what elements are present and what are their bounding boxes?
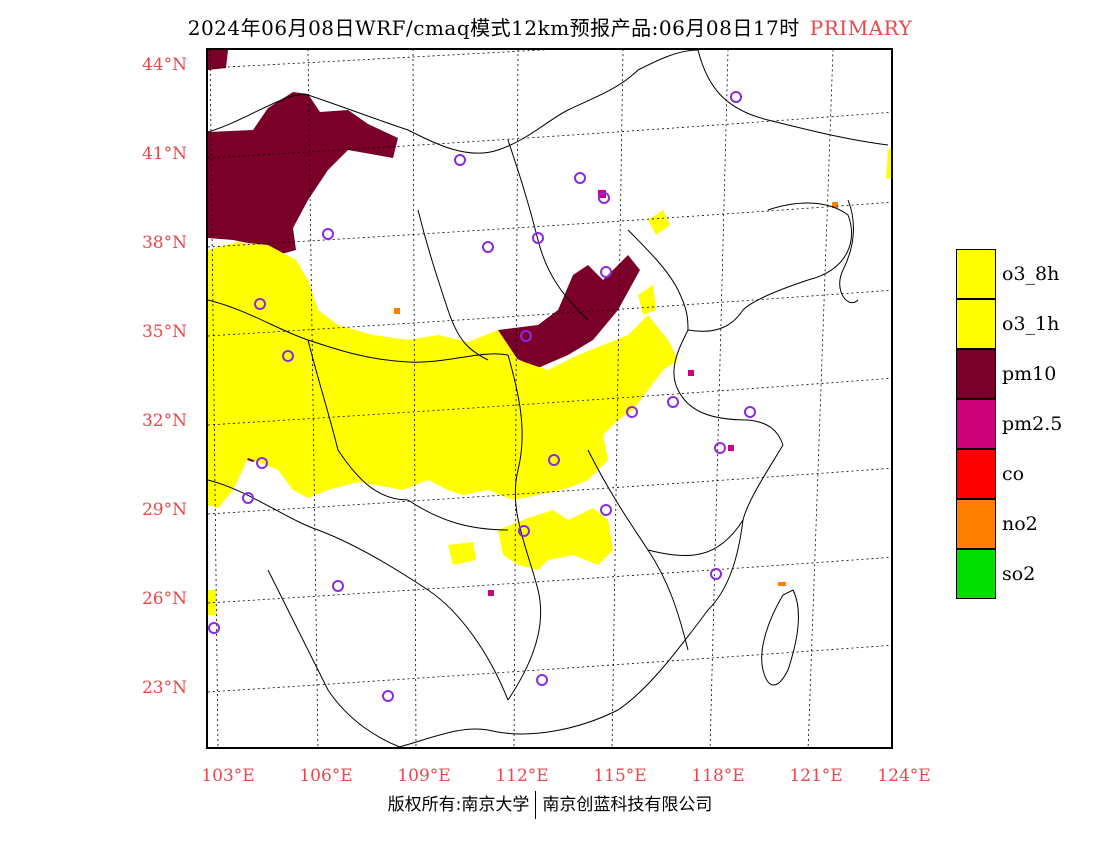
- lat-label-44: 44°N: [141, 55, 187, 75]
- lon-label-124: 124°E: [877, 766, 931, 786]
- lon-label-115: 115°E: [593, 766, 647, 786]
- lon-label-106: 106°E: [299, 766, 353, 786]
- o3-region: [208, 147, 891, 615]
- no2-spots: [394, 202, 838, 586]
- lat-label-41: 41°N: [141, 144, 187, 164]
- legend-swatch: [956, 449, 996, 499]
- legend-label: o3_1h: [1002, 313, 1060, 335]
- legend-swatch: [956, 249, 996, 299]
- legend-label: so2: [1002, 563, 1036, 585]
- legend-item-o3-1h: o3_1h: [956, 299, 1086, 349]
- legend-label: o3_8h: [1002, 263, 1060, 285]
- legend-swatch: [956, 299, 996, 349]
- lat-label-23: 23°N: [141, 678, 187, 698]
- lon-label-103: 103°E: [201, 766, 255, 786]
- legend-item-so2: so2: [956, 549, 1086, 599]
- graticule: [208, 50, 891, 747]
- legend-label: no2: [1002, 513, 1038, 535]
- footer-divider: [535, 791, 537, 819]
- lon-label-118: 118°E: [691, 766, 745, 786]
- copyright-left: 版权所有:南京大学: [387, 795, 530, 815]
- legend-item-co: co: [956, 449, 1086, 499]
- legend-item-pm10: pm10: [956, 349, 1086, 399]
- lat-label-32: 32°N: [141, 411, 187, 431]
- province-boundaries: [208, 50, 889, 747]
- pollutant-legend: o3_8h o3_1h pm10 pm2.5 co no2 so2: [956, 249, 1086, 599]
- legend-item-o3-8h: o3_8h: [956, 249, 1086, 299]
- lon-label-109: 109°E: [397, 766, 451, 786]
- legend-swatch: [956, 399, 996, 449]
- legend-label: pm2.5: [1002, 413, 1063, 435]
- lon-label-121: 121°E: [789, 766, 843, 786]
- lon-label-112: 112°E: [495, 766, 549, 786]
- legend-swatch: [956, 499, 996, 549]
- map-title: 2024年06月08日WRF/cmaq模式12km预报产品:06月08日17时 P…: [0, 12, 1100, 41]
- legend-item-pm25: pm2.5: [956, 399, 1086, 449]
- copyright-right: 南京创蓝科技有限公司: [542, 795, 713, 815]
- map-canvas: [208, 50, 891, 747]
- forecast-map[interactable]: [206, 48, 893, 749]
- legend-item-no2: no2: [956, 499, 1086, 549]
- station-markers: [208, 91, 756, 702]
- title-pollutant-tag: PRIMARY: [809, 16, 913, 40]
- legend-label: co: [1002, 463, 1025, 485]
- legend-swatch: [956, 349, 996, 399]
- coastline: [761, 199, 859, 686]
- lat-label-35: 35°N: [141, 322, 187, 342]
- copyright-footer: 版权所有:南京大学 南京创蓝科技有限公司: [0, 790, 1100, 819]
- title-text: 2024年06月08日WRF/cmaq模式12km预报产品:06月08日17时: [187, 16, 800, 40]
- lat-label-26: 26°N: [141, 589, 187, 609]
- lat-label-38: 38°N: [141, 233, 187, 253]
- legend-swatch: [956, 549, 996, 599]
- lat-label-29: 29°N: [141, 500, 187, 520]
- legend-label: pm10: [1002, 363, 1057, 385]
